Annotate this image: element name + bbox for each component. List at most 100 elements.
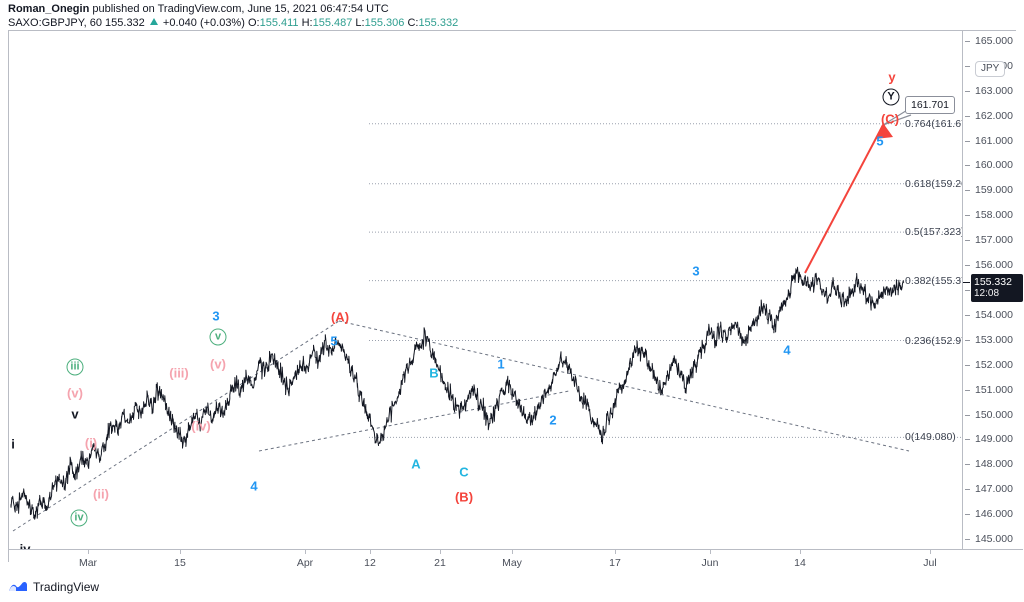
chart-plot-area[interactable]: 0.764(161.675) 0.618(159.268) 0.5(157.323)… [9,31,962,549]
time-scale[interactable]: Mar 15 Apr 12 21 May 17 Jun 14 Jul [9,549,1023,574]
time-tick-mark [370,550,371,554]
high-value: 155.487 [312,17,353,29]
time-tick-mark [512,550,513,554]
wave-label-3: 3 [692,263,700,279]
price-tick-label: 160.000 [975,159,1013,172]
wave-label-circle: Y [882,88,900,106]
price-tick-label: 151.000 [975,383,1013,396]
fibonacci-level-label: 0.618(159.268) [905,177,962,190]
trendlines-group [12,320,910,532]
high-label: H: [301,17,313,29]
time-tick-mark [615,550,616,554]
time-tick-mark [305,550,306,554]
projection-arrow-group [804,123,893,274]
price-tick-mark [965,265,970,267]
time-tick-mark [930,550,931,554]
time-tick-mark [440,550,441,554]
low-value: 155.306 [364,17,405,29]
wave-label-5: 5 [330,333,338,349]
wave-label-2: 2 [549,412,557,428]
time-tick-label: Jul [923,557,937,569]
wave-label-v: (v) [210,356,226,372]
time-tick-label: Jun [701,557,719,569]
price-tick-mark [965,439,970,441]
price-change: +0.040 [162,17,197,29]
price-tick-mark [965,65,970,67]
price-tick-mark [965,115,970,117]
price-tick-mark [965,240,970,242]
price-tick-label: 162.000 [975,109,1013,122]
time-tick-label: 14 [794,557,806,569]
open-label: O: [247,17,260,29]
downtrend-resistance-line [338,320,910,452]
published-info: published on TradingView.com, June 15, 2… [92,3,389,15]
wave-label-v: v [71,406,79,422]
price-tick-mark [965,140,970,142]
price-scale[interactable]: 165.000164.000163.000162.000161.000160.0… [962,31,1023,549]
current-price-value: 155.332 [974,275,1012,288]
wave-label-iv: iv [19,541,31,550]
time-tick-label: 17 [609,557,621,569]
time-tick-mark [800,550,801,554]
time-tick-label: May [502,557,522,569]
price-tick-label: 148.000 [975,458,1013,471]
tradingview-logo[interactable]: TradingView [8,580,99,594]
time-tick-label: 21 [434,557,446,569]
wave-label-iii: iii [66,358,84,376]
price-tick-mark [965,314,970,316]
time-tick-label: 15 [174,557,186,569]
chart-drawings-layer [10,108,962,532]
wave-label-a: (A) [330,309,350,325]
wave-label-b: B [429,365,439,381]
price-tick-mark [965,215,970,217]
current-price-tick [963,281,970,283]
time-tick-mark [710,550,711,554]
fibonacci-level-label: 0.236(152.971) [905,334,962,347]
time-tick-label: Mar [78,557,98,569]
price-tick-mark [965,489,970,491]
price-tick-label: 158.000 [975,209,1013,222]
time-tick-mark [88,550,89,554]
currency-badge: JPY [975,61,1006,77]
price-tick-mark [965,464,970,466]
price-tick-mark [965,165,970,167]
price-change-percent: (+0.03%) [199,17,245,29]
fibonacci-level-label: 0.5(157.323) [905,226,962,239]
price-up-triangle-icon [149,18,158,25]
time-tick-label: Apr [296,557,314,569]
price-tick-mark [965,290,970,291]
price-tick-mark [965,414,970,416]
chart-header-author-line: Roman_Onegin published on TradingView.co… [8,2,389,16]
wave-label-c: (C) [880,111,900,127]
wave-label-a: A [411,456,421,472]
time-tick-label: 12 [364,557,376,569]
wave-label-ii: (ii) [93,486,109,502]
tradingview-brand-text: TradingView [33,580,100,594]
wave-label-v: v [209,328,227,346]
wave-label-i: i [11,436,15,452]
price-tick-mark [965,190,970,192]
uptrend-support-line [12,320,340,532]
price-tick-label: 163.000 [975,84,1013,97]
wave-label-v: (v) [67,385,83,401]
close-value: 155.332 [418,17,459,29]
wave-label-4: 4 [250,478,258,494]
price-tick-mark [965,539,970,541]
wave-label-1: 1 [497,356,505,372]
wave-label-iv: iv [70,509,88,527]
wave-label-y: Y [882,88,900,106]
price-tick-label: 153.000 [975,333,1013,346]
chart-frame [8,30,1016,562]
price-tick-label: 157.000 [975,234,1013,247]
price-tick-label: 156.000 [975,259,1013,272]
price-line-series [10,266,905,520]
inner-trend-line [258,390,570,452]
price-tick-mark [965,514,970,516]
price-callout-box: 161.701 [905,96,955,114]
price-tick-label: 154.000 [975,308,1013,321]
wave-label-3: 3 [212,308,220,324]
price-tick-mark [965,90,970,92]
callout-price: 161.701 [911,99,949,111]
price-tick-label: 165.000 [975,34,1013,47]
